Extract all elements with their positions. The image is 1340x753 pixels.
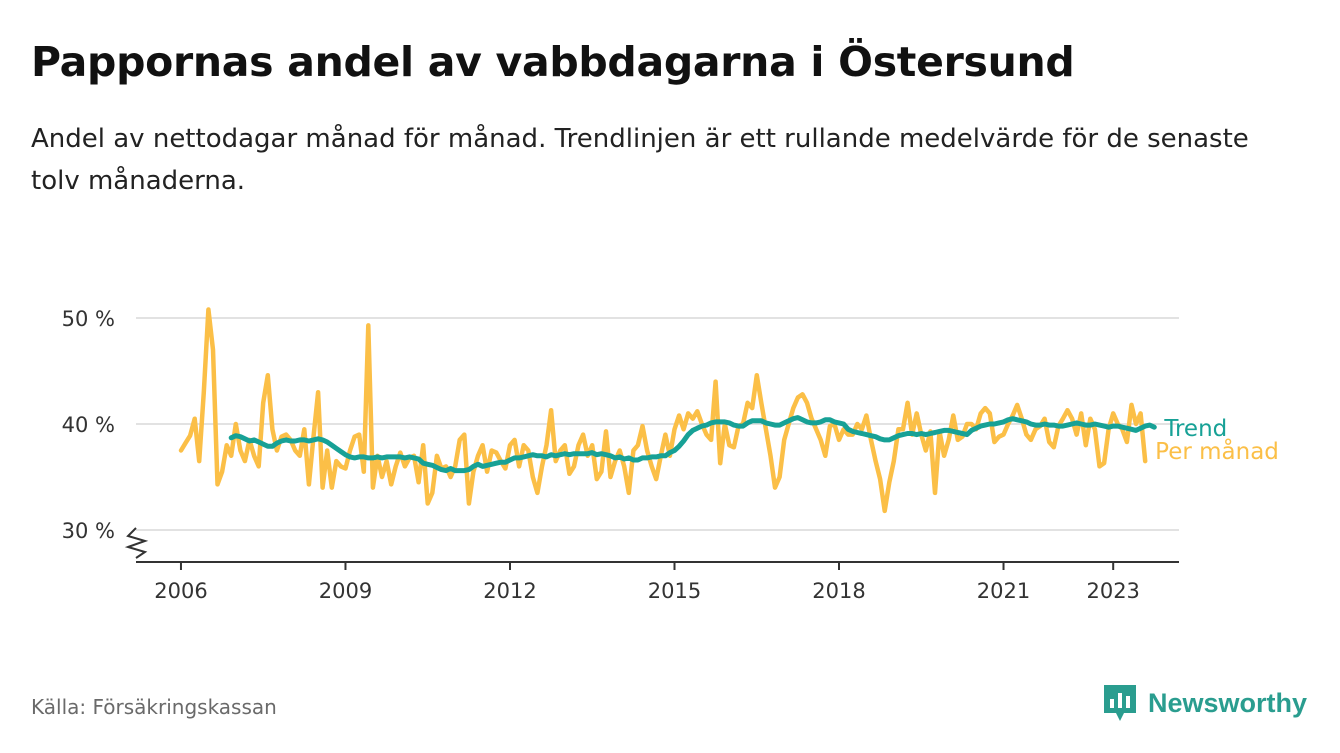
page-subtitle: Andel av nettodagar månad för månad. Tre… — [31, 124, 1249, 196]
x-tick-label: 2015 — [648, 579, 701, 603]
series-line-monthly — [178, 307, 1148, 514]
y-tick-label: 50 % — [62, 307, 115, 331]
x-axis: 2006 2009 2012 2015 2018 2021 2023 — [124, 527, 1179, 603]
brand-name: Newsworthy — [1148, 687, 1308, 718]
source-note: Källa: Försäkringskassan — [31, 695, 277, 719]
series-lines — [178, 307, 1157, 514]
y-tick-label: 40 % — [62, 413, 115, 437]
x-tick-label: 2023 — [1086, 579, 1139, 603]
line-label-trend: Trend — [1163, 416, 1227, 442]
gridlines: 30 % 40 % 50 % — [62, 307, 1179, 543]
y-tick-label: 30 % — [62, 519, 115, 543]
page-title: Pappornas andel av vabbdagarna i Östersu… — [31, 38, 1075, 86]
newsworthy-icon — [1104, 685, 1136, 721]
line-label-monthly: Per månad — [1155, 437, 1279, 465]
series-line-trend — [228, 415, 1157, 474]
x-tick-label: 2009 — [319, 579, 372, 603]
axis-break-icon — [124, 527, 149, 559]
x-tick-label: 2018 — [812, 579, 865, 603]
x-tick-label: 2021 — [977, 579, 1030, 603]
brand-logo: Newsworthy — [1102, 683, 1307, 723]
x-tick-label: 2006 — [154, 579, 207, 603]
x-tick-label: 2012 — [483, 579, 536, 603]
